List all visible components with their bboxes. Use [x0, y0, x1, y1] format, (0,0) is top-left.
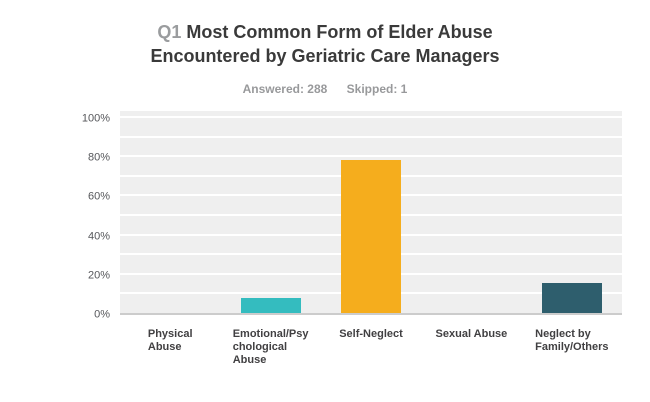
title-line-1: Q1 Most Common Form of Elder Abuse [157, 22, 492, 42]
y-tick-label: 60% [87, 190, 110, 203]
bar-slot [321, 111, 421, 313]
y-tick-label: 20% [87, 269, 110, 282]
page-title: Q1 Most Common Form of Elder Abuse Encou… [0, 20, 650, 68]
x-axis-label: Self-Neglect [339, 328, 403, 340]
gridline [120, 155, 622, 158]
bar-slot [220, 111, 320, 313]
skipped-stat: Skipped: 1 [346, 82, 408, 96]
x-axis-label-cell: Sexual Abuse [421, 328, 521, 367]
title-line-1-text: Most Common Form of Elder Abuse [186, 22, 493, 42]
x-axis-label: Physical Abuse [147, 328, 193, 353]
gridline [120, 116, 622, 118]
question-number: Q1 [157, 22, 182, 42]
plot-row: 0% 20% 40% 60% 80% 100% [0, 111, 650, 321]
x-axis-label: Sexual Abuse [435, 328, 508, 340]
gridline [120, 135, 622, 138]
bar-slot [522, 111, 622, 313]
x-axis-label: Neglect by Family/Others [535, 328, 609, 353]
y-tick-label: 100% [81, 112, 110, 125]
y-axis: 0% 20% 40% 60% 80% 100% [0, 111, 120, 321]
bar-chart: 0% 20% 40% 60% 80% 100% Physical Abuse Emotion… [0, 111, 650, 367]
x-axis-label-cell: Neglect by Family/Others [522, 328, 622, 367]
plot-area [120, 111, 622, 315]
y-tick-label: 80% [87, 151, 110, 164]
x-axis-label-cell: Emotional/Psy chological Abuse [220, 328, 320, 367]
x-axis-label: Emotional/Psy chological Abuse [232, 328, 309, 366]
answered-stat: Answered: 288 [242, 82, 328, 96]
x-axis-label-cell: Physical Abuse [120, 328, 220, 367]
bar-slot [421, 111, 521, 313]
bars [120, 111, 622, 313]
y-tick-label: 40% [87, 230, 110, 243]
bar[interactable] [341, 160, 402, 313]
y-tick-label: 0% [94, 308, 110, 321]
bar[interactable] [541, 283, 602, 313]
x-axis-labels: Physical Abuse Emotional/Psy chological A… [120, 328, 622, 367]
title-line-2: Encountered by Geriatric Care Managers [150, 46, 500, 66]
bar-slot [120, 111, 220, 313]
x-axis-label-cell: Self-Neglect [321, 328, 421, 367]
response-stats: Answered: 288 Skipped: 1 [0, 82, 650, 96]
bar[interactable] [240, 297, 301, 313]
